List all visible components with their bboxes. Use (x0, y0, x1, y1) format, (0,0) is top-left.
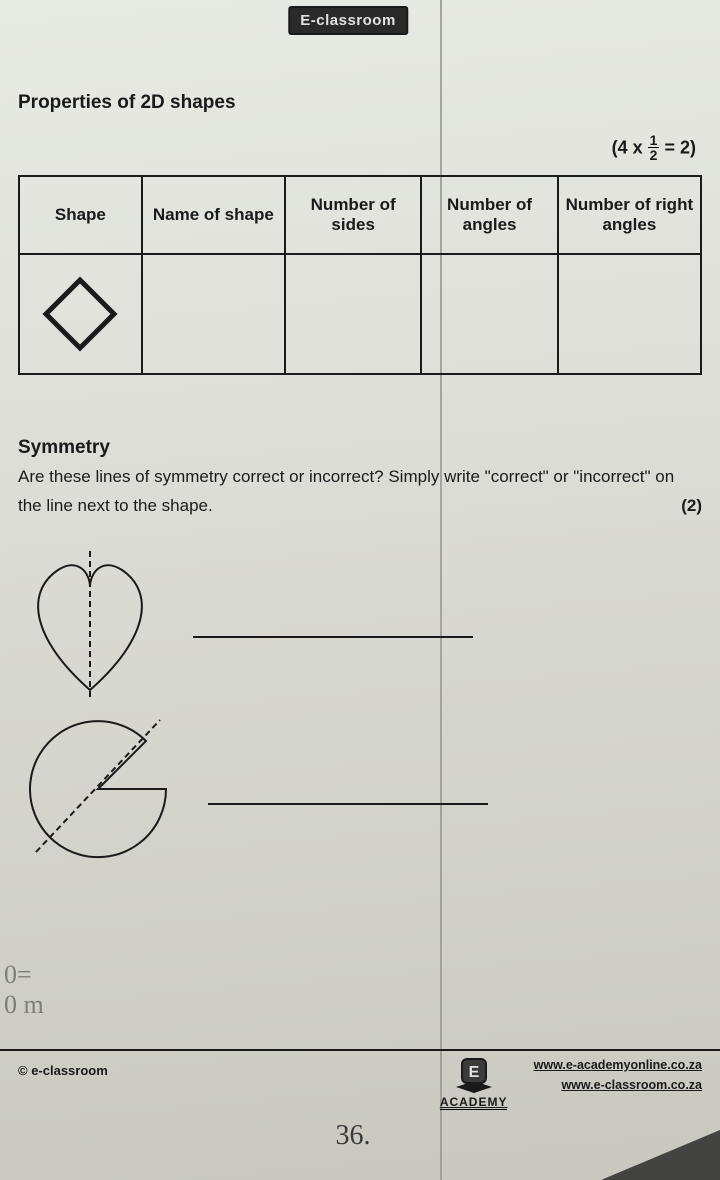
section-title-symmetry: Symmetry (18, 375, 702, 459)
cell-shape (19, 254, 142, 374)
fraction-denominator: 2 (648, 148, 660, 162)
pacman-shape (18, 714, 178, 864)
brand-badge: E-classroom (288, 6, 408, 35)
footer-link-1[interactable]: www.e-academyonline.co.za (534, 1055, 702, 1075)
symmetry-row-heart (18, 545, 702, 700)
th-right-angles: Number of right angles (558, 176, 701, 254)
marks-expression: (4 x 12 = 2) (18, 114, 702, 171)
handwriting-om: 0 m (4, 990, 44, 1020)
fraction-numerator: 1 (648, 133, 660, 148)
th-shape: Shape (19, 176, 142, 254)
symmetry-shapes (0, 521, 720, 864)
academy-badge-icon: E (452, 1055, 496, 1095)
th-sides: Number of sides (285, 176, 421, 254)
footer-link-2[interactable]: www.e-classroom.co.za (534, 1075, 702, 1095)
fraction-half: 12 (648, 133, 660, 162)
academy-logo: E ACADEMY (414, 1055, 534, 1110)
symmetry-prompt-text: Are these lines of symmetry correct or i… (18, 467, 674, 515)
page-fold-line (440, 0, 442, 1180)
symmetry-row-pacman (18, 714, 702, 864)
dark-corner (550, 1130, 720, 1180)
academy-label: ACADEMY (440, 1095, 508, 1110)
handwriting-zero: 0= (4, 960, 32, 990)
footer-links: www.e-academyonline.co.za www.e-classroo… (534, 1055, 702, 1095)
diamond-icon (40, 274, 120, 354)
marks-suffix: = 2) (659, 137, 696, 157)
shapes-table: Shape Name of shape Number of sides Numb… (18, 175, 702, 375)
answer-line-heart[interactable] (193, 636, 473, 638)
answer-line-pacman[interactable] (208, 803, 488, 805)
symmetry-instructions: Are these lines of symmetry correct or i… (18, 459, 702, 521)
cell-sides[interactable] (285, 254, 421, 374)
table-header-row: Shape Name of shape Number of sides Numb… (19, 176, 701, 254)
page-footer: © e-classroom E ACADEMY www.e-academyonl… (0, 1049, 720, 1110)
worksheet-page: E-classroom Properties of 2D shapes (4 x… (0, 0, 720, 1180)
svg-text:E: E (468, 1064, 479, 1081)
copyright-text: © e-classroom (18, 1055, 414, 1078)
marks-prefix: (4 x (612, 137, 648, 157)
table-row (19, 254, 701, 374)
symmetry-marks: (2) (681, 492, 702, 521)
pacman-symmetry-line (36, 720, 160, 852)
cell-right-angles[interactable] (558, 254, 701, 374)
heart-shape (18, 545, 163, 700)
handwriting-page-number: 36. (336, 1120, 371, 1152)
cell-name[interactable] (142, 254, 285, 374)
th-name: Name of shape (142, 176, 285, 254)
